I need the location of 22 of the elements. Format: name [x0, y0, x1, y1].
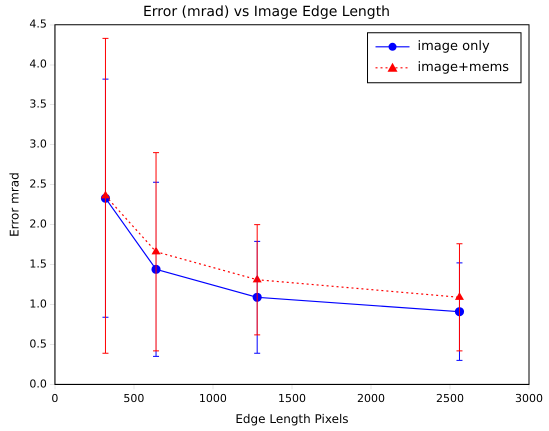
y-tick-label: 3.0 [29, 138, 47, 151]
x-tick-label: 1500 [278, 392, 306, 405]
y-tick-label: 2.0 [29, 217, 47, 230]
x-tick-label: 3000 [515, 392, 543, 405]
y-tick-label: 1.5 [29, 257, 47, 270]
y-tick-label: 0.0 [29, 377, 47, 390]
x-tick-label: 1000 [198, 392, 227, 405]
x-tick-label: 0 [51, 392, 58, 405]
x-tick-label: 500 [123, 392, 144, 405]
y-tick-label: 4.0 [29, 58, 47, 71]
legend-label: image only [418, 39, 490, 54]
y-tick-label: 2.5 [29, 177, 47, 190]
y-tick-label: 3.5 [29, 98, 47, 111]
y-axis-title: Error mrad [7, 172, 22, 237]
chart-title: Error (mrad) vs Image Edge Length [142, 4, 390, 20]
y-tick-label: 1.0 [29, 297, 47, 310]
y-tick-label: 4.5 [29, 18, 47, 31]
y-tick-label: 0.5 [29, 337, 47, 350]
legend-label: image+mems [418, 60, 510, 76]
x-tick-label: 2000 [356, 392, 385, 405]
x-tick-label: 2500 [436, 392, 464, 405]
x-axis-title: Edge Length Pixels [235, 412, 349, 426]
